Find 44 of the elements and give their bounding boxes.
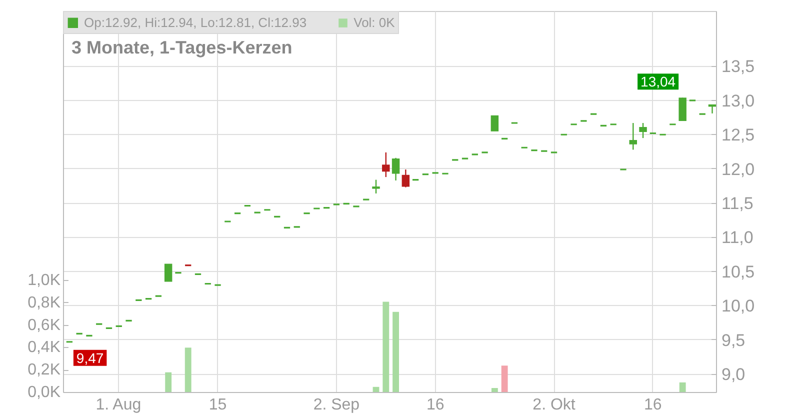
y-tick-label: 10,5 — [722, 262, 755, 282]
candlestick — [708, 104, 716, 114]
x-tick-label: 2. Okt — [532, 396, 576, 414]
bar — [491, 388, 498, 392]
legend-label: Op:12.92, Hi:12.94, Lo:12.81, Cl:12.93 — [84, 15, 307, 30]
x-tick-label: 16 — [426, 396, 444, 414]
legend-label: Vol: 0K — [354, 15, 395, 30]
annotation: 9,47 — [76, 350, 104, 366]
y2-tick-label: 1,0K — [28, 272, 61, 289]
candlestick — [402, 168, 410, 188]
y2-tick-label: 0,0K — [28, 384, 61, 401]
candlestick — [490, 115, 499, 132]
x-tick-label: 15 — [208, 396, 227, 414]
y-tick-label: 12,0 — [722, 160, 755, 179]
candlestick — [382, 152, 390, 178]
y2-tick-label: 0,6K — [28, 316, 61, 334]
bar — [382, 302, 390, 392]
bar — [679, 382, 686, 392]
x-tick-label: 16 — [644, 396, 662, 414]
candlestick — [629, 122, 637, 150]
candlestick — [678, 97, 686, 122]
y-tick-label: 9,5 — [722, 330, 746, 350]
y-tick-label: 10,0 — [722, 296, 755, 316]
candlestick — [392, 157, 400, 182]
bar — [501, 366, 508, 392]
candlestick — [372, 179, 380, 194]
text: 3 Monate, 1-Tages-Kerzen — [72, 38, 292, 58]
y2-tick-label: 0,2K — [28, 362, 61, 379]
y-tick-label: 13,5 — [722, 57, 755, 76]
candlestick — [164, 264, 172, 282]
candlestick — [639, 122, 647, 139]
annotation: 13,04 — [640, 74, 676, 90]
y-tick-label: 11,5 — [722, 194, 754, 214]
y2-tick-label: 0,4K — [28, 339, 61, 356]
bar — [165, 372, 172, 392]
y-tick-label: 13,0 — [722, 91, 755, 110]
bar — [392, 312, 399, 392]
x-tick-label: 2. Sep — [313, 396, 360, 414]
y-tick-label: 11,0 — [722, 228, 754, 248]
y2-tick-label: 0,8K — [28, 294, 61, 312]
bar — [184, 348, 192, 392]
x-tick-label: 1. Aug — [96, 396, 142, 414]
y-tick-label: 12,5 — [722, 126, 755, 145]
y-tick-label: 9,0 — [722, 365, 746, 384]
